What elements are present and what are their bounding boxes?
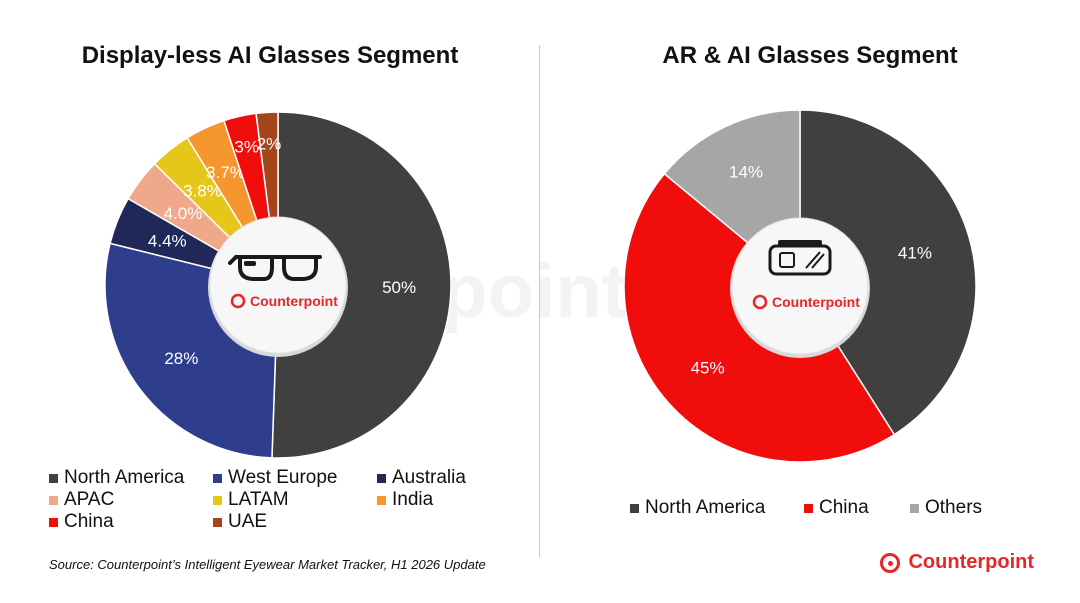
legend-label: Australia [392,467,466,488]
legend-swatch [804,503,813,513]
data-label-australia: 4.4% [148,231,187,250]
legend-item-others: Others [910,497,982,519]
data-label-china: 45% [691,358,725,377]
data-label-apac: 4.0% [164,204,203,223]
legend-label: West Europe [228,467,338,488]
data-label-india: 3.7% [206,163,245,182]
legend-swatch [377,495,386,505]
data-label-china: 3% [234,138,259,157]
legend-swatch [213,473,222,483]
legend-item-china: China [49,511,114,533]
legend-swatch [213,495,222,505]
pie-slice-north-america [799,109,977,436]
right-chart-title: AR & AI Glasses Segment [662,42,958,69]
left-pie-chart: 50% 28% 4.4% 4.0% 3.8%3.7% 3%2% Counterpoint [104,111,452,459]
right-pie-chart: 41% 45% 14% Counterpoint [623,109,977,463]
legend-label: China [64,511,114,532]
legend-swatch [910,503,919,513]
counterpoint-logo-icon [880,552,901,573]
data-label-uae: 2% [257,134,282,153]
data-label-north-america: 50% [382,278,416,297]
legend-label: North America [64,467,185,488]
left-chart-panel: Display-less AI Glasses Segment Counterp… [49,42,627,537]
legend-item-australia: Australia [377,467,466,489]
legend-item-china: China [804,497,869,519]
counterpoint-logo-icon [230,293,246,309]
legend-swatch [49,517,58,527]
vr-headset-icon [768,240,832,276]
counterpoint-logo-icon [752,294,768,310]
center-brand-label: Counterpoint [250,293,338,309]
data-label-west-europe: 28% [164,349,198,368]
legend-label: UAE [228,511,268,532]
data-label-others: 14% [729,162,763,181]
legend-item-india: India [377,489,433,511]
left-chart-title: Display-less AI Glasses Segment [81,42,459,69]
source-note: Source: Counterpoint’s Intelligent Eyewe… [49,557,486,572]
legend-label: North America [645,497,766,518]
legend-item-latam: LATAM [213,489,289,511]
legend-item-apac: APAC [49,489,114,511]
data-label-latam: 3.8% [183,181,222,200]
legend-item-uae: UAE [213,511,267,533]
legend-item-north-america: North America [630,497,765,519]
legend-swatch [49,473,58,483]
legend-swatch [49,495,58,505]
legend-label: LATAM [228,489,289,510]
left-legend: North America West Europe Australia APAC LAT… [49,467,519,537]
right-chart-panel: AR & AI Glasses Segment 41% 45% 14% Counter… [540,0,1080,603]
panel-divider [539,45,540,557]
smart-glasses-icon [228,255,322,281]
legend-item-north-america: North America [49,467,184,489]
center-disc [731,217,869,355]
legend-swatch [630,503,639,513]
legend-label: APAC [64,489,115,510]
right-legend: North America China Others [630,497,1060,527]
legend-label: China [819,497,869,518]
legend-label: Others [925,497,983,518]
data-label-north-america: 41% [898,244,932,263]
center-disc [209,216,347,354]
brand-name: Counterpoint [908,551,1034,573]
brand-logo: Counterpoint [880,551,1034,574]
legend-swatch [377,473,386,483]
pie-slice-north-america [271,111,452,459]
center-brand-label: Counterpoint [772,294,860,310]
legend-item-west-europe: West Europe [213,467,337,489]
legend-swatch [213,517,222,527]
legend-label: India [392,489,434,510]
